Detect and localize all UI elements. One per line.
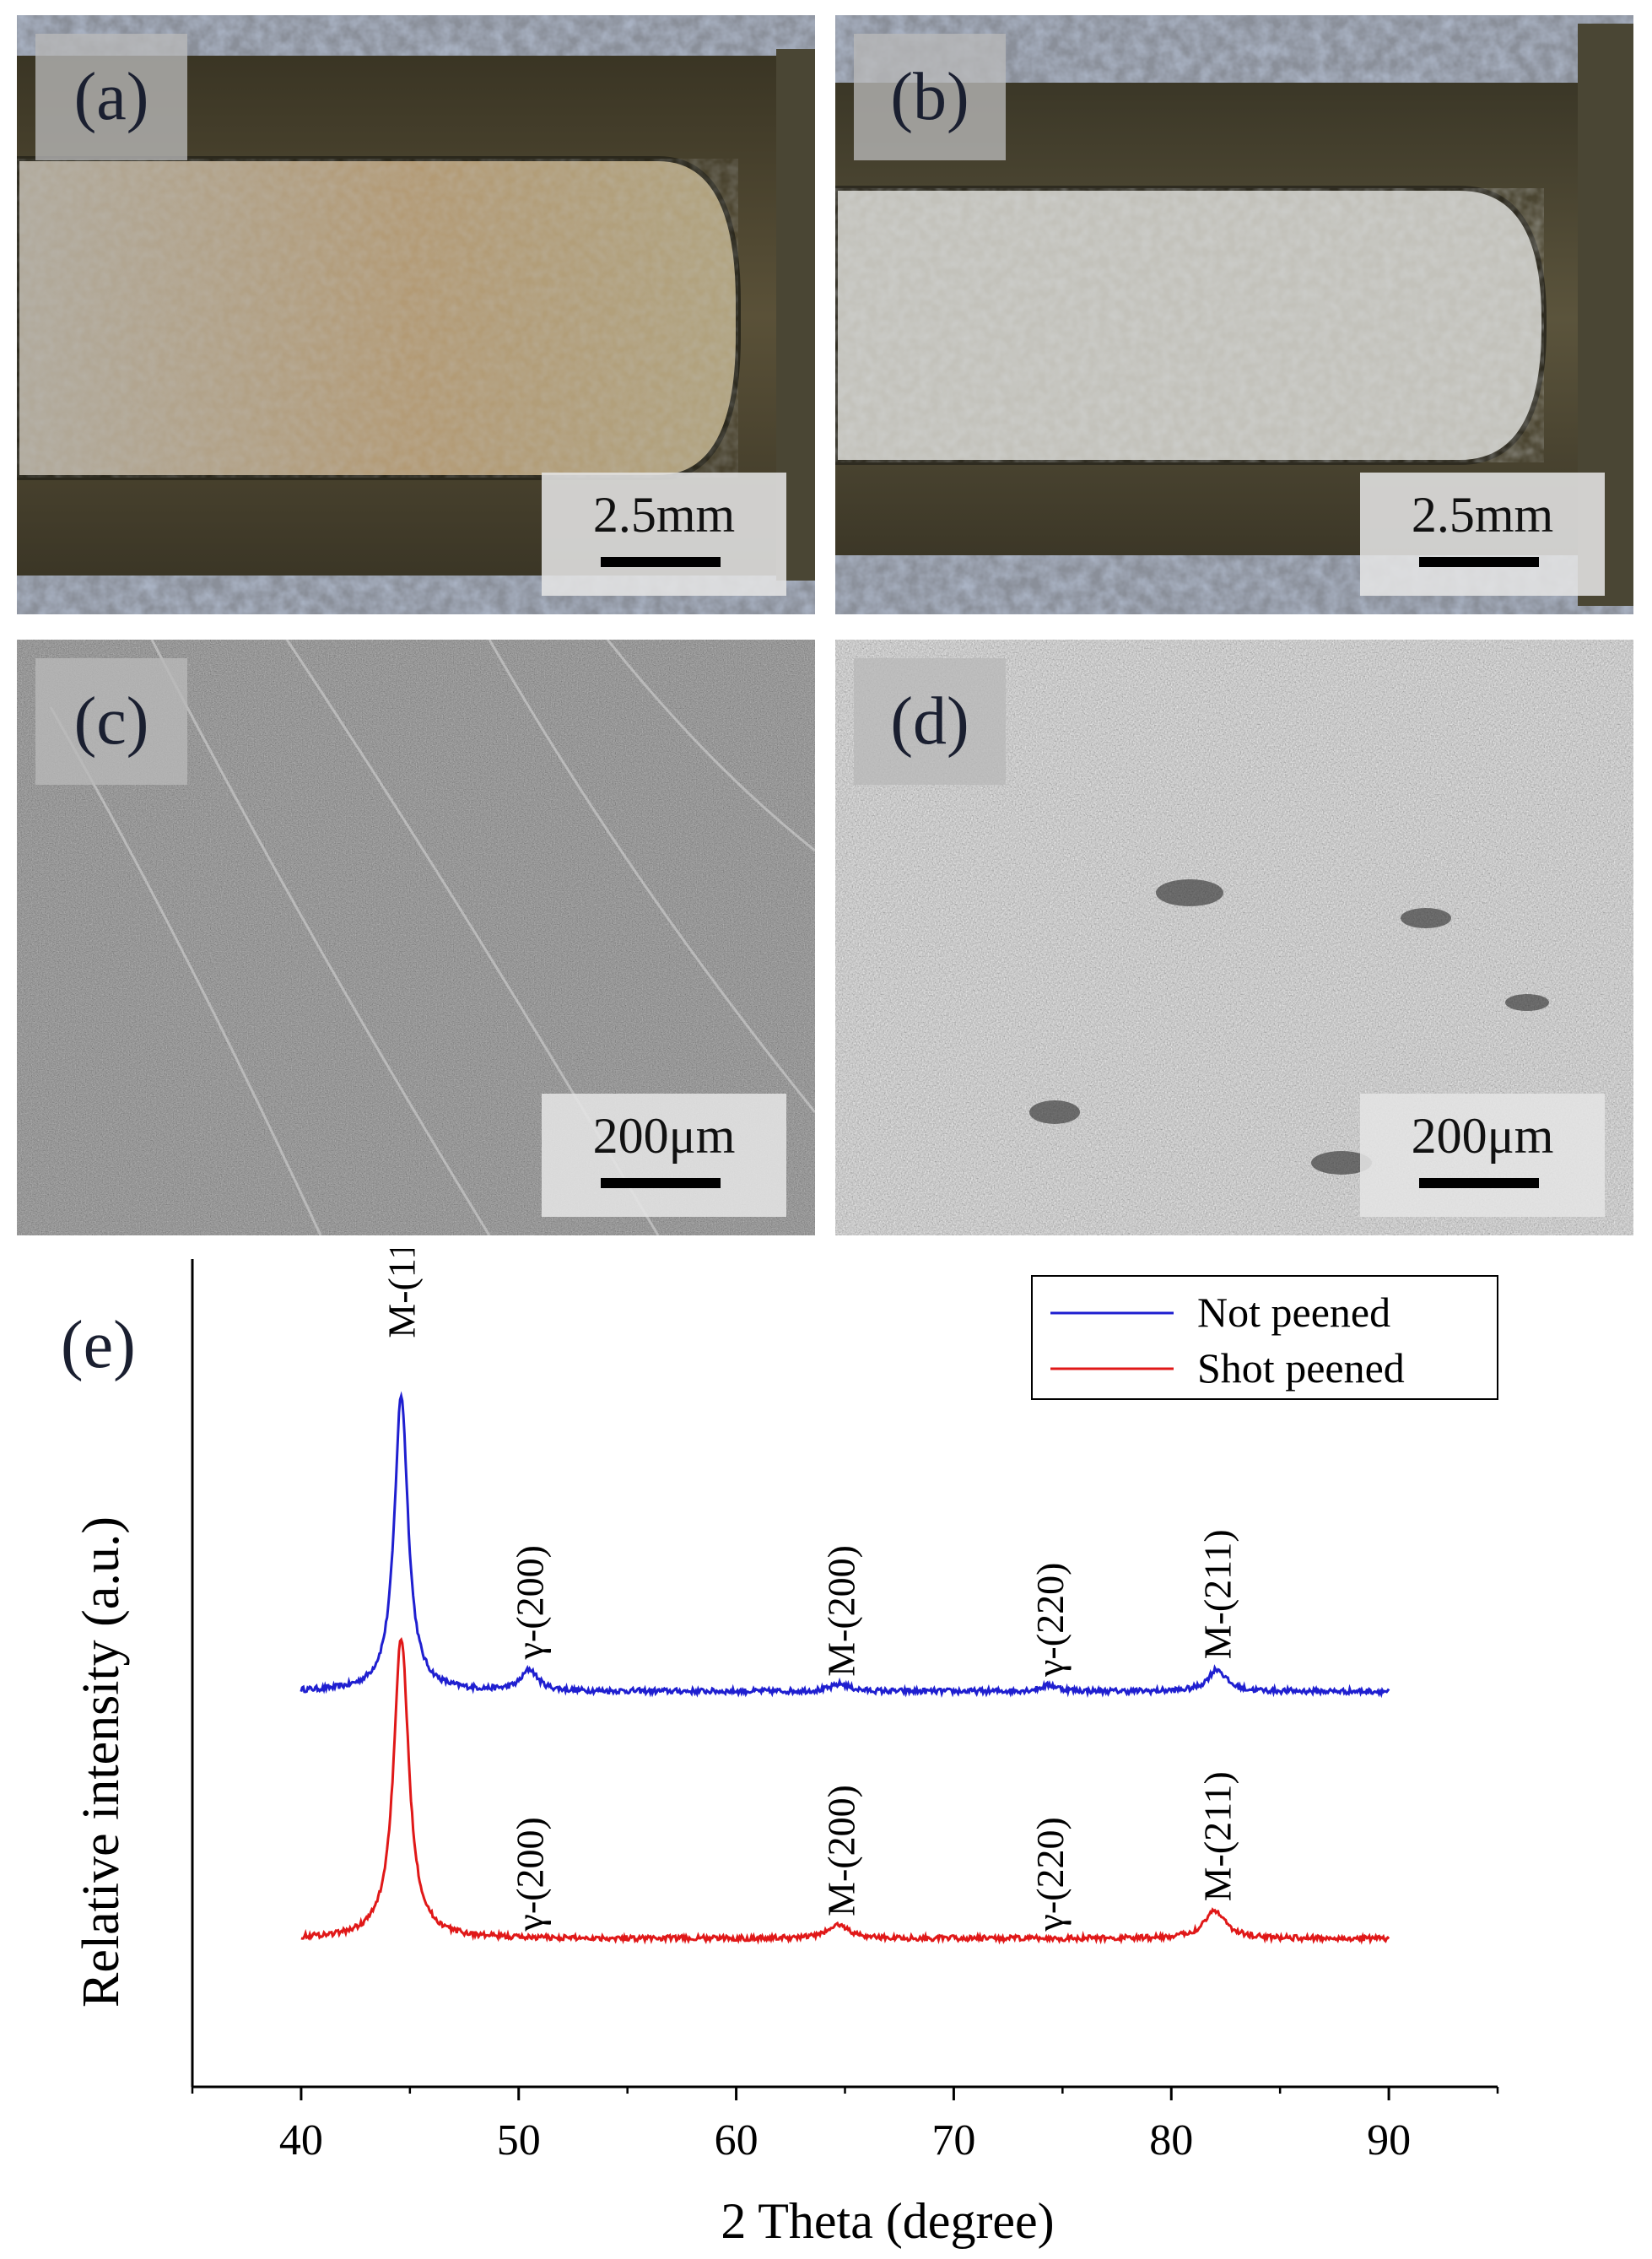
xrd-chart: (e) 40 50 60 70 80 90 M-(111) γ-(200) M-(200) γ-… <box>0 1209 1652 2255</box>
x-tick-label: 70 <box>931 2116 975 2164</box>
panel-c-scale: 200μm <box>542 1094 786 1217</box>
chart-axes: 40 50 60 70 80 90 <box>191 1259 1499 2164</box>
panel-a-photo: (a) 2.5mm <box>17 15 815 614</box>
micrograph-c-image <box>17 640 815 1235</box>
x-tick-label: 40 <box>279 2116 323 2164</box>
panel-a-scale: 2.5mm <box>542 473 786 596</box>
peak-annotation: M-(200) <box>819 1785 862 1916</box>
peak-annotation: M-(211) <box>1196 1529 1239 1659</box>
legend-box <box>1031 1275 1498 1400</box>
panel-d-scale-bar <box>1419 1178 1539 1188</box>
panel-b-photo: (b) 2.5mm <box>835 15 1633 614</box>
panel-c-scale-bar <box>601 1178 721 1188</box>
chart-annotations: M-(111) γ-(200) M-(200) γ-(220) M-(211) γ-(20… <box>381 1209 1239 1932</box>
panel-b-label: (b) <box>854 34 1006 160</box>
panel-c-scale-text: 200μm <box>592 1108 736 1164</box>
series-line-shot-peened <box>300 1637 1390 1945</box>
x-axis-label: 2 Theta (degree) <box>721 2193 1054 2249</box>
peak-annotation: γ-(220) <box>1028 1817 1072 1932</box>
peak-annotation: M-(211) <box>1196 1771 1239 1901</box>
peak-annotation: M-(200) <box>819 1545 862 1677</box>
x-tick-label: 80 <box>1149 2116 1193 2164</box>
peak-annotation: γ-(200) <box>509 1545 552 1660</box>
peak-annotation: γ-(220) <box>1028 1563 1072 1678</box>
panel-d-micrograph: (d) 200μm <box>835 640 1633 1235</box>
photo-a-image <box>17 15 815 614</box>
legend-entry: Not peened <box>1197 1289 1390 1336</box>
panel-a-scale-bar <box>601 557 721 567</box>
panel-c-micrograph: (c) 200μm <box>17 640 815 1235</box>
chart-series <box>300 1391 1390 1945</box>
x-tick-label: 60 <box>715 2116 759 2164</box>
panel-e-label: (e) <box>61 1308 136 1382</box>
xrd-chart-svg: (e) 40 50 60 70 80 90 M-(111) γ-(200) M-(200) γ-… <box>61 1209 1499 2249</box>
series-line-not-peened <box>300 1391 1390 1699</box>
chart-legend: Not peened Shot peened <box>1031 1275 1498 1400</box>
peak-annotation: γ-(200) <box>509 1817 552 1932</box>
panel-b-scale-text: 2.5mm <box>1411 487 1554 543</box>
panel-c-label: (c) <box>35 658 187 785</box>
panel-d-scale-text: 200μm <box>1411 1108 1554 1164</box>
panel-b-scale: 2.5mm <box>1360 473 1605 596</box>
legend-entry: Shot peened <box>1197 1344 1405 1392</box>
peak-annotation: M-(111) <box>381 1249 424 1338</box>
panel-a-label: (a) <box>35 34 187 160</box>
y-axis-label: Relative intensity (a.u.) <box>73 1516 130 2008</box>
panel-b-scale-bar <box>1419 557 1539 567</box>
panel-d-label: (d) <box>854 658 1006 785</box>
x-tick-label: 50 <box>497 2116 541 2164</box>
panel-d-scale: 200μm <box>1360 1094 1605 1217</box>
x-tick-label: 90 <box>1367 2116 1411 2164</box>
panel-a-scale-text: 2.5mm <box>592 487 736 543</box>
